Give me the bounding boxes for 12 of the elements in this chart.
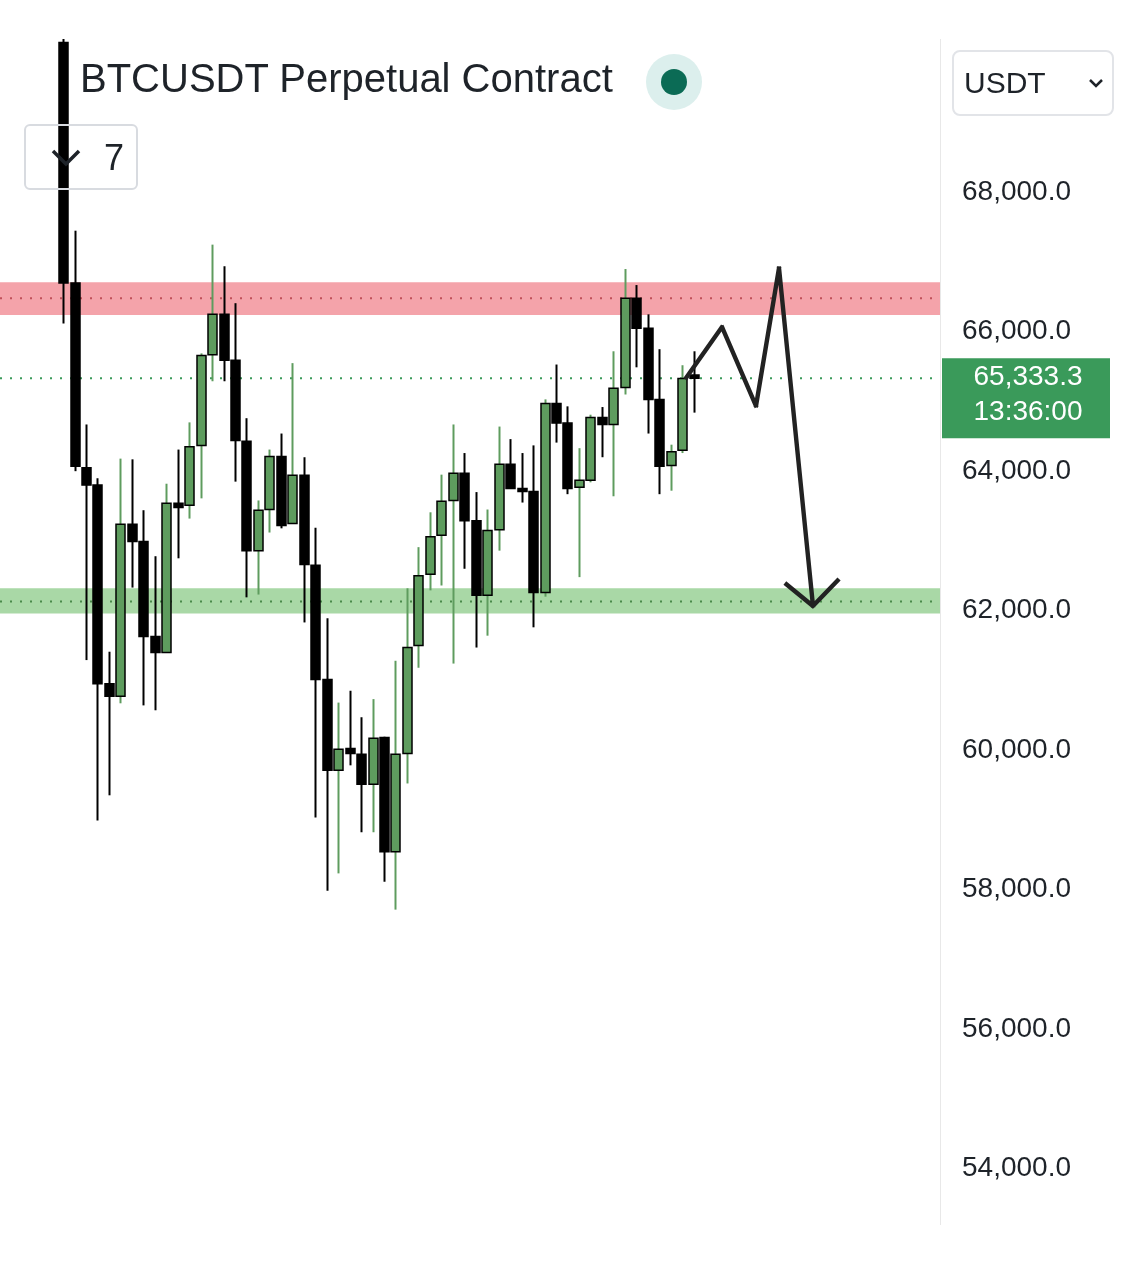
y-tick-label: 62,000.0 (962, 593, 1071, 625)
y-tick-label: 66,000.0 (962, 314, 1071, 346)
y-tick-label: 60,000.0 (962, 732, 1071, 764)
y-tick-label: 58,000.0 (962, 872, 1071, 904)
y-tick-label: 64,000.0 (962, 453, 1071, 485)
y-tick-label: 56,000.0 (962, 1011, 1071, 1043)
y-tick-label: 68,000.0 (962, 175, 1071, 207)
ref-line-label: 65,333.3 13:36:00 (973, 359, 1083, 426)
text: USDT (964, 66, 1046, 100)
y-tick-label: 54,000.0 (962, 1150, 1071, 1182)
annotation: 7 (104, 137, 125, 179)
chart-title: BTCUSDT Perpetual Contract (80, 56, 613, 101)
